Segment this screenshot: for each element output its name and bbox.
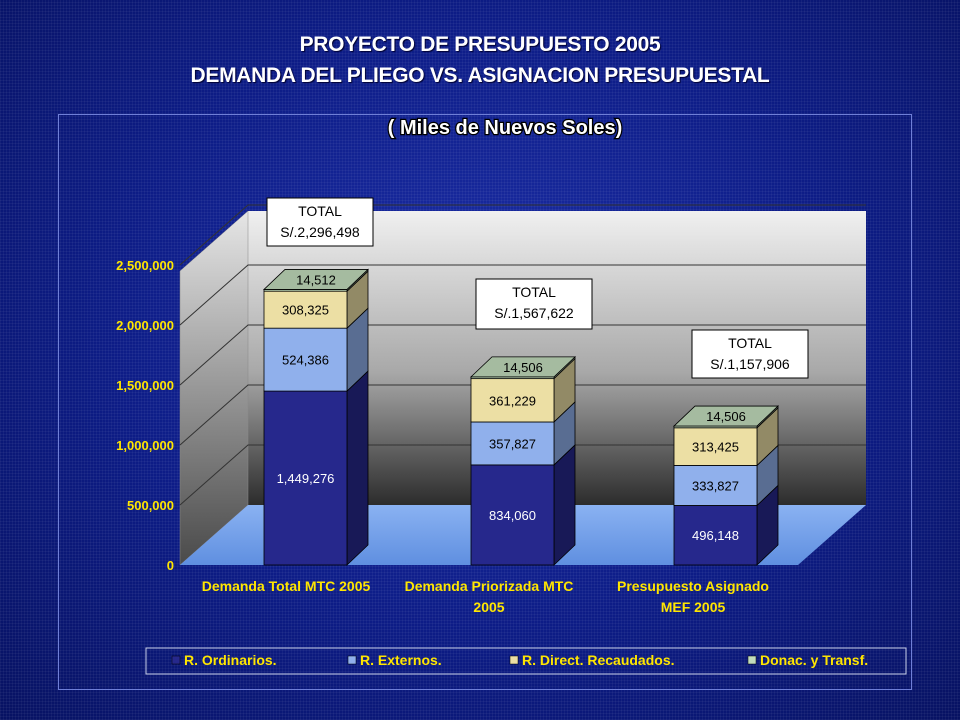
y-tick-label: 1,000,000 xyxy=(116,438,174,453)
bar-segment xyxy=(263,390,348,566)
category-label: Demanda Priorizada MTC xyxy=(405,578,574,594)
bar-segment xyxy=(673,505,758,566)
total-heading: TOTAL xyxy=(512,284,556,300)
total-value: S/.2,296,498 xyxy=(280,224,360,240)
legend-label: Donac. y Transf. xyxy=(760,652,868,668)
y-tick-label: 2,500,000 xyxy=(116,258,174,273)
data-label: 834,060 xyxy=(489,508,536,523)
bar-top-face xyxy=(263,269,369,290)
total-heading: TOTAL xyxy=(298,203,342,219)
legend: R. Ordinarios. R. Externos. R. Direct. Rec… xyxy=(145,647,907,675)
gridline xyxy=(179,264,866,326)
data-label: 333,827 xyxy=(692,478,739,493)
y-tick-label: 1,500,000 xyxy=(116,378,174,393)
legend-box xyxy=(145,647,907,675)
bar-top-face xyxy=(470,356,576,378)
total-callout: TOTAL S/.1,157,906 xyxy=(691,329,809,379)
legend-swatch xyxy=(747,655,757,665)
total-box xyxy=(266,197,374,247)
bar-segment xyxy=(470,378,555,423)
total-value: S/.1,157,906 xyxy=(710,356,790,372)
legend-label: R. Direct. Recaudados. xyxy=(522,652,675,668)
legend-swatch xyxy=(171,655,181,665)
bar-stack xyxy=(673,405,779,566)
total-callout: TOTAL S/.1,567,622 xyxy=(475,278,593,330)
data-label: 308,325 xyxy=(282,303,329,318)
category-label: Presupuesto Asignado xyxy=(617,578,769,594)
data-label: 14,506 xyxy=(503,360,543,375)
gridline xyxy=(179,204,866,266)
side-wall xyxy=(179,210,249,566)
category-label: MEF 2005 xyxy=(661,599,726,615)
category-label: 2005 xyxy=(473,599,504,615)
data-label: 14,506 xyxy=(706,409,746,424)
bar-stack xyxy=(263,268,369,566)
bar-segment xyxy=(673,427,758,466)
y-tick-label: 2,000,000 xyxy=(116,318,174,333)
total-callout: TOTAL S/.2,296,498 xyxy=(266,197,374,247)
data-label: 524,386 xyxy=(282,353,329,368)
chart-title-line-1: PROYECTO DE PRESUPUESTO 2005 xyxy=(299,33,661,56)
data-label: 361,229 xyxy=(489,393,536,408)
data-label: 1,449,276 xyxy=(277,471,335,486)
bar-top-face xyxy=(673,405,779,427)
legend-swatch xyxy=(347,655,357,665)
bar-stack xyxy=(470,355,576,566)
legend-label: R. Ordinarios. xyxy=(184,652,277,668)
bar-segment xyxy=(263,327,348,392)
gridline xyxy=(179,444,866,506)
y-tick-label: 500,000 xyxy=(127,498,174,513)
gridline xyxy=(179,384,866,446)
total-heading: TOTAL xyxy=(728,335,772,351)
gridline xyxy=(179,324,866,386)
legend-swatch xyxy=(509,655,519,665)
bar-segment xyxy=(673,465,758,506)
total-value: S/.1,567,622 xyxy=(494,305,574,321)
chart-title-line-2: DEMANDA DEL PLIEGO VS. ASIGNACION PRESUP… xyxy=(190,64,770,87)
data-label: 14,512 xyxy=(296,272,336,287)
bar-side-face xyxy=(553,443,576,566)
total-box xyxy=(475,278,593,330)
category-label: Demanda Total MTC 2005 xyxy=(202,578,371,594)
chart-subtitle: ( Miles de Nuevos Soles) xyxy=(388,117,623,139)
bar-side-face xyxy=(346,370,369,566)
data-label: 357,827 xyxy=(489,436,536,451)
bar-segment xyxy=(470,421,555,466)
data-label: 496,148 xyxy=(692,528,739,543)
chart-frame xyxy=(58,114,912,690)
legend-label: R. Externos. xyxy=(360,652,442,668)
data-label: 313,425 xyxy=(692,440,739,455)
y-tick-label: 0 xyxy=(167,558,174,573)
bar-segment xyxy=(263,290,348,329)
total-box xyxy=(691,329,809,379)
